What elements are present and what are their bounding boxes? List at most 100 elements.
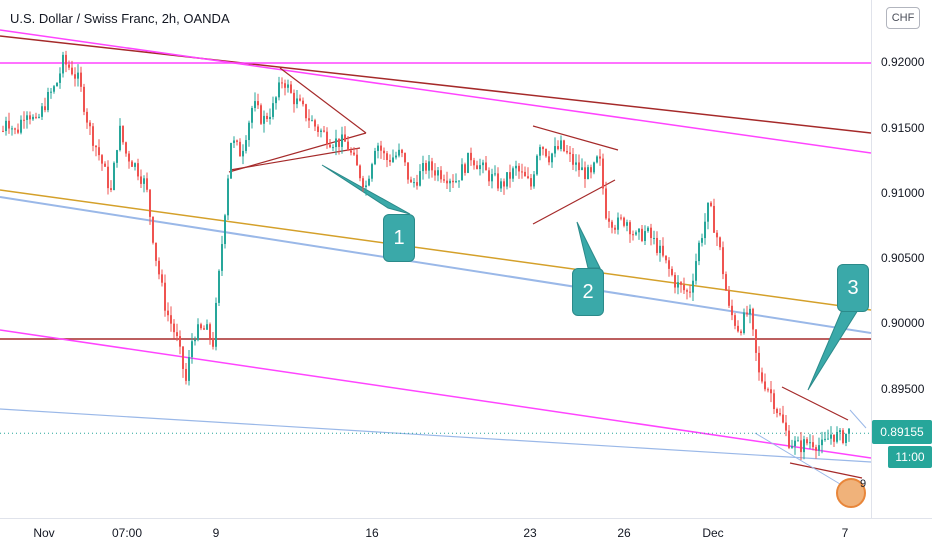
candle-body [803, 439, 805, 453]
candle-body [464, 164, 466, 173]
annotation-callout-3[interactable]: 3 [837, 264, 869, 312]
candle-body [476, 165, 478, 170]
candle-body [440, 170, 442, 180]
time-tick: Nov [33, 526, 55, 540]
candle-body [155, 242, 157, 261]
candle-body [500, 181, 502, 189]
currency-button[interactable]: CHF [886, 7, 920, 29]
candle-body [677, 282, 679, 288]
candle-body [692, 280, 694, 293]
candle-body [452, 180, 454, 183]
candle-body [134, 163, 136, 167]
candle-body [383, 150, 385, 154]
candle-body [176, 332, 178, 337]
candle-body [101, 155, 103, 164]
channel-line [0, 189, 871, 311]
candle-body [224, 215, 226, 245]
candle-body [398, 149, 400, 156]
candle-body [317, 126, 319, 132]
candle-body [752, 308, 754, 330]
wedge-line [789, 462, 863, 479]
annotation-callout-1[interactable]: 1 [383, 214, 415, 262]
candle-body [743, 312, 745, 334]
price-axis[interactable] [871, 0, 872, 518]
candle-body [77, 72, 79, 79]
candle-body [590, 167, 592, 173]
candle-body [179, 336, 181, 347]
candle-body [848, 428, 850, 434]
candle-body [119, 125, 121, 151]
candle-body [563, 140, 565, 152]
candle-body [749, 308, 751, 315]
candle-body [758, 352, 760, 373]
triangle-line [228, 132, 367, 173]
candle-body [584, 167, 586, 179]
candle-body [494, 173, 496, 175]
candle-body [110, 188, 112, 190]
candle-body [245, 140, 247, 151]
candle-body [392, 157, 394, 162]
candle-body [791, 446, 793, 448]
candle-body [449, 180, 451, 184]
notification-icon[interactable] [836, 478, 866, 508]
candle-body [611, 221, 613, 228]
candle-body [767, 389, 769, 391]
candle-body [617, 217, 619, 230]
candle-body [653, 237, 655, 239]
candle-body [281, 82, 283, 84]
candle-body [632, 234, 634, 236]
candle-body [377, 145, 379, 151]
candle-body [785, 422, 787, 431]
candle-body [509, 172, 511, 179]
candle-body [116, 150, 118, 163]
candle-body [842, 430, 844, 443]
annotation-callout-2[interactable]: 2 [572, 268, 604, 316]
candle-body [797, 440, 799, 442]
candle-body [287, 84, 289, 88]
candle-body [425, 163, 427, 171]
candle-body [641, 228, 643, 242]
candle-body [503, 181, 505, 187]
candle-body [830, 434, 832, 439]
candle-body [533, 174, 535, 187]
candle-body [158, 260, 160, 275]
wedge-line [781, 386, 849, 421]
candle-body [818, 445, 820, 451]
candle-body [614, 227, 616, 230]
candle-body [638, 228, 640, 233]
candle-body [704, 221, 706, 239]
candle-body [833, 434, 835, 442]
candle-body [347, 141, 349, 151]
candle-body [80, 72, 82, 87]
candle-body [707, 202, 709, 222]
candle-body [164, 282, 166, 311]
candle-body [689, 291, 691, 293]
candle-body [212, 338, 214, 347]
candle-body [260, 105, 262, 124]
candle-body [389, 159, 391, 162]
candle-body [293, 92, 295, 105]
candle-body [191, 341, 193, 358]
candle-body [50, 91, 52, 93]
candle-body [548, 156, 550, 163]
candle-body [362, 178, 364, 188]
candle-body [443, 179, 445, 181]
time-axis[interactable] [0, 518, 932, 519]
candle-body [605, 188, 607, 219]
candle-body [650, 227, 652, 239]
chart-title: U.S. Dollar / Swiss Franc, 2h, OANDA [10, 11, 230, 26]
candle-body [539, 147, 541, 156]
candle-body [782, 414, 784, 423]
candle-body [251, 108, 253, 123]
candle-body [152, 216, 154, 243]
candle-body [716, 232, 718, 238]
candle-body [755, 329, 757, 353]
candle-body [11, 128, 13, 130]
candle-body [173, 323, 175, 333]
candle-body [467, 152, 469, 173]
candle-body [659, 245, 661, 253]
candle-body [359, 165, 361, 179]
candle-body [647, 227, 649, 232]
candle-body [683, 284, 685, 291]
